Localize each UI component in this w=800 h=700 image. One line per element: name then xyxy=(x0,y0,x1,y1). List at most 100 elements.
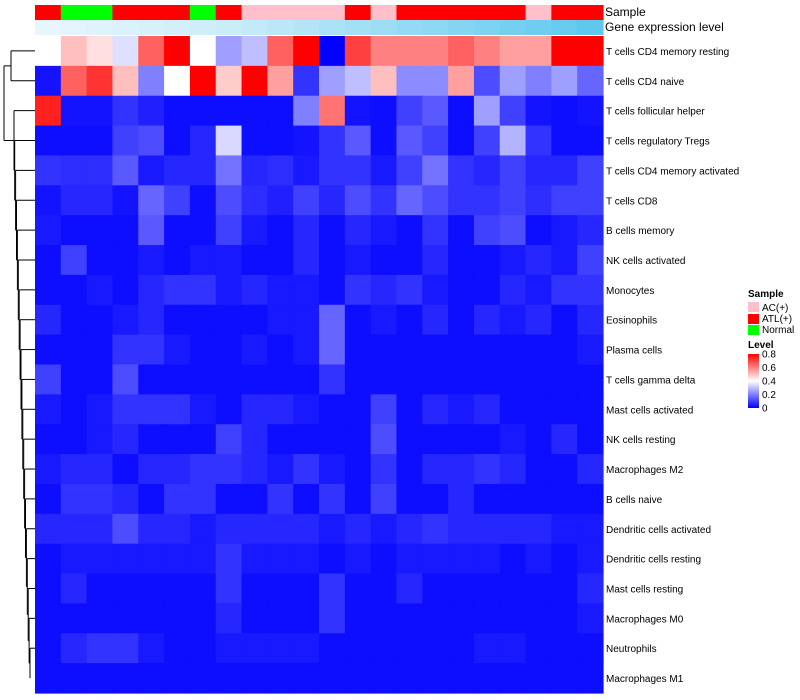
heatmap-cell xyxy=(499,483,527,515)
row-label: Dendritic cells activated xyxy=(606,525,711,536)
heatmap-cell xyxy=(293,454,320,485)
heatmap-cell xyxy=(112,274,139,306)
heatmap-cell xyxy=(138,155,165,186)
heatmap-cell xyxy=(267,633,294,664)
heatmap-cell xyxy=(164,394,191,425)
heatmap-cell xyxy=(396,65,423,97)
heatmap-cell xyxy=(370,155,398,186)
heatmap-cell xyxy=(551,573,578,605)
heatmap-cell xyxy=(499,65,527,97)
heatmap-cell xyxy=(422,633,449,664)
heatmap-cell xyxy=(396,603,423,634)
row-label: Macrophages M2 xyxy=(606,465,684,476)
heatmap-cell xyxy=(448,245,475,276)
sample-annotation-cell xyxy=(422,5,449,20)
heatmap-cell xyxy=(396,513,423,545)
heatmap-cell xyxy=(86,603,114,634)
heatmap-cell xyxy=(35,65,62,97)
heatmap-cell xyxy=(189,274,217,306)
heatmap-cell xyxy=(551,334,578,366)
sample-annotation-cell xyxy=(60,5,88,20)
row-label: B cells naive xyxy=(606,495,663,506)
heatmap-cell xyxy=(267,454,294,485)
row-label: T cells gamma delta xyxy=(606,375,696,386)
heatmap-cell xyxy=(112,36,139,67)
heatmap-cell xyxy=(344,454,372,485)
heatmap-cell xyxy=(577,573,604,605)
heatmap-cell xyxy=(112,334,139,366)
heatmap-cell xyxy=(215,394,243,425)
heatmap-cell xyxy=(267,125,294,157)
row-label: T cells CD4 memory activated xyxy=(606,166,739,177)
heatmap-cell xyxy=(422,513,449,545)
heatmap-cell xyxy=(138,215,165,246)
heatmap-cell xyxy=(422,185,449,216)
heatmap-cell xyxy=(189,543,217,575)
heatmap-cell xyxy=(293,274,320,306)
heatmap-cell xyxy=(499,513,527,545)
row-label: Neutrophils xyxy=(606,644,657,655)
gene-expression-annotation-cell xyxy=(551,20,578,35)
heatmap-cell xyxy=(86,394,114,425)
heatmap-cell xyxy=(577,603,604,634)
heatmap-cell xyxy=(422,334,449,366)
heatmap-cell xyxy=(448,95,475,127)
heatmap-cell xyxy=(60,304,88,336)
heatmap-cell xyxy=(577,215,604,246)
heatmap-cell xyxy=(499,155,527,186)
gene-expression-annotation-cell xyxy=(267,20,294,35)
heatmap-cell xyxy=(35,274,62,306)
heatmap-cell xyxy=(525,633,552,664)
heatmap-cell xyxy=(473,603,501,634)
heatmap-cell xyxy=(138,513,165,545)
gene-expression-annotation-cell xyxy=(138,20,165,35)
heatmap-cell xyxy=(448,394,475,425)
heatmap-cell xyxy=(164,454,191,485)
heatmap-cell xyxy=(525,364,552,395)
legend-level-tick: 0.4 xyxy=(762,377,776,388)
heatmap-cell xyxy=(525,454,552,485)
heatmap-cell xyxy=(164,424,191,455)
heatmap-cell xyxy=(396,633,423,664)
heatmap-cell xyxy=(293,155,320,186)
heatmap-cell xyxy=(344,573,372,605)
heatmap-cell xyxy=(525,95,552,127)
heatmap-cell xyxy=(86,274,114,306)
heatmap-cell xyxy=(86,483,114,515)
heatmap-cell xyxy=(577,65,604,97)
heatmap-cell xyxy=(577,155,604,186)
heatmap-cell xyxy=(499,454,527,485)
heatmap-cell xyxy=(86,215,114,246)
heatmap-cell xyxy=(267,573,294,605)
heatmap-cell xyxy=(267,185,294,216)
heatmap-cell xyxy=(422,155,449,186)
heatmap-cell xyxy=(448,603,475,634)
heatmap-cell xyxy=(35,334,62,366)
sample-annotation-cell xyxy=(35,5,62,20)
heatmap-cell xyxy=(86,424,114,455)
heatmap-cell xyxy=(267,274,294,306)
heatmap-cell xyxy=(422,245,449,276)
heatmap-cell xyxy=(551,483,578,515)
heatmap-cell xyxy=(35,215,62,246)
heatmap-cell xyxy=(525,36,552,67)
heatmap-cell xyxy=(525,543,552,575)
legend-level-gradient xyxy=(748,354,759,408)
heatmap-cell xyxy=(267,304,294,336)
heatmap-cell xyxy=(164,95,191,127)
heatmap-cell xyxy=(138,245,165,276)
heatmap-cell xyxy=(60,483,88,515)
heatmap-cell xyxy=(138,304,165,336)
heatmap-cell xyxy=(370,394,398,425)
heatmap-cell xyxy=(396,364,423,395)
sample-annotation-cell xyxy=(551,5,578,20)
heatmap-cell xyxy=(267,663,294,694)
heatmap-cell xyxy=(499,364,527,395)
heatmap-cell xyxy=(499,304,527,336)
heatmap-cell xyxy=(293,185,320,216)
heatmap-cell xyxy=(344,274,372,306)
heatmap-cell xyxy=(525,274,552,306)
heatmap-cell xyxy=(241,663,268,694)
heatmap-cell xyxy=(551,513,578,545)
heatmap-cell xyxy=(35,36,62,67)
